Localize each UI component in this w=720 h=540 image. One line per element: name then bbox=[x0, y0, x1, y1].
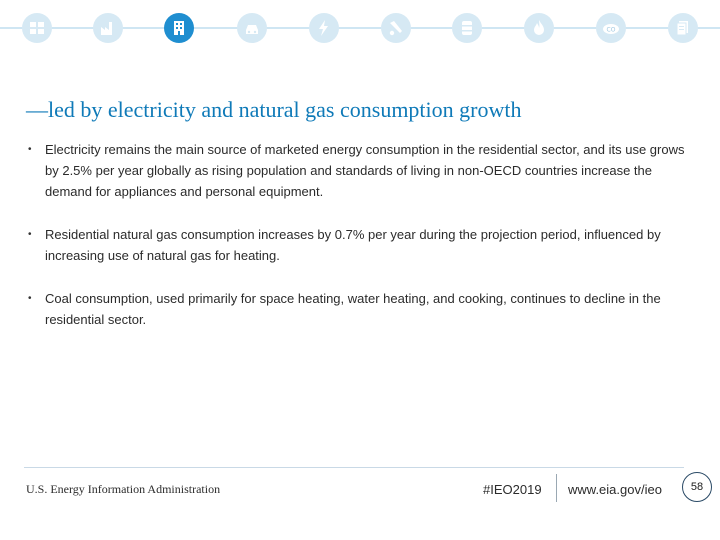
bullet-marker: • bbox=[28, 144, 32, 155]
slide-title: —led by electricity and natural gas cons… bbox=[26, 97, 522, 122]
bullet-marker: • bbox=[28, 293, 32, 304]
footer-org: U.S. Energy Information Administration bbox=[26, 482, 221, 496]
footer-separator bbox=[556, 474, 557, 502]
bullet-marker: • bbox=[28, 229, 32, 240]
page-number: 58 bbox=[690, 481, 704, 493]
svg-text:CO: CO bbox=[607, 27, 616, 34]
page-number-badge: 58 bbox=[682, 472, 712, 502]
all-sectors-icon[interactable] bbox=[22, 13, 52, 43]
bullet-item: • Residential natural gas consumption in… bbox=[26, 224, 696, 266]
petroleum-icon[interactable] bbox=[381, 13, 411, 43]
bullet-item: • Electricity remains the main source of… bbox=[26, 139, 696, 202]
nav-connector-line bbox=[0, 27, 720, 29]
footer-divider bbox=[24, 467, 684, 468]
sector-nav-bar: CO bbox=[0, 0, 720, 58]
natural-gas-icon[interactable] bbox=[524, 13, 554, 43]
co2-emissions-icon[interactable]: CO bbox=[596, 13, 626, 43]
bullet-text: Electricity remains the main source of m… bbox=[45, 142, 685, 199]
bullet-text: Residential natural gas consumption incr… bbox=[45, 227, 661, 263]
footer-url-link[interactable]: www.eia.gov/ieo bbox=[568, 482, 662, 497]
footer-hashtag[interactable]: #IEO2019 bbox=[483, 482, 542, 497]
documents-icon[interactable] bbox=[668, 13, 698, 43]
transportation-icon[interactable] bbox=[237, 13, 267, 43]
electricity-icon[interactable] bbox=[309, 13, 339, 43]
buildings-icon[interactable] bbox=[164, 13, 194, 43]
oil-barrel-icon[interactable] bbox=[452, 13, 482, 43]
industrial-icon[interactable] bbox=[93, 13, 123, 43]
bullet-item: • Coal consumption, used primarily for s… bbox=[26, 288, 696, 330]
bullet-text: Coal consumption, used primarily for spa… bbox=[45, 291, 661, 327]
bullet-list: • Electricity remains the main source of… bbox=[26, 139, 696, 352]
